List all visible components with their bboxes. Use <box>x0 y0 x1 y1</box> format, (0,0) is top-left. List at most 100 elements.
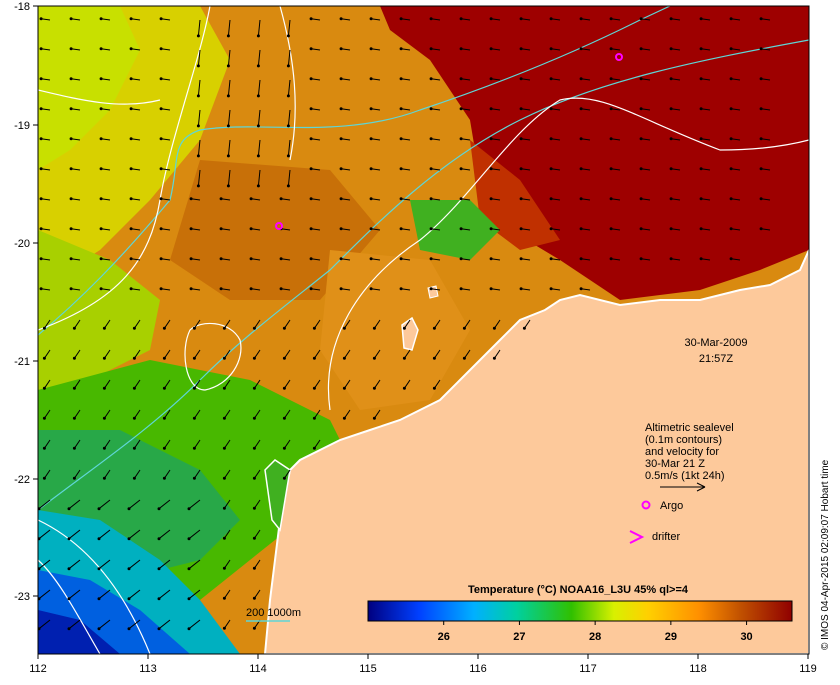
velocity-arrow <box>188 499 201 510</box>
velocity-arrow <box>343 319 351 329</box>
velocity-arrow-head <box>669 107 673 111</box>
velocity-arrow-head <box>699 107 703 111</box>
velocity-arrow-head <box>459 227 463 231</box>
velocity-arrow <box>133 349 141 359</box>
velocity-arrow-head <box>97 597 101 601</box>
velocity-arrow <box>163 349 171 359</box>
sealevel-contour-6 <box>38 559 101 654</box>
velocity-arrow-head <box>129 17 133 21</box>
sst-lightgreen-nw <box>38 6 140 170</box>
velocity-arrow <box>493 319 501 329</box>
velocity-arrow-head <box>99 17 103 21</box>
velocity-arrow <box>223 409 231 419</box>
lon-tick-label: 112 <box>29 663 47 675</box>
velocity-arrow-head <box>759 17 763 21</box>
velocity-arrow-head <box>309 137 313 141</box>
velocity-arrow-head <box>67 597 71 601</box>
velocity-arrow-head <box>286 154 290 158</box>
island-small <box>427 285 439 299</box>
velocity-arrow-head <box>39 257 43 261</box>
velocity-arrow-head <box>189 197 193 201</box>
velocity-arrow <box>253 589 261 599</box>
sst-yellowgreen-w <box>38 230 160 390</box>
velocity-arrow-head <box>159 257 163 261</box>
velocity-arrow-head <box>309 77 313 81</box>
velocity-arrow-head <box>226 64 230 68</box>
velocity-arrow-head <box>192 386 196 390</box>
velocity-arrow-head <box>256 124 260 128</box>
timestamp-date: 30-Mar-2009 <box>685 337 748 349</box>
velocity-arrow-head <box>489 17 493 21</box>
velocity-arrow-head <box>279 287 283 291</box>
velocity-arrow <box>283 409 291 419</box>
velocity-arrow <box>223 589 231 599</box>
velocity-arrow-head <box>69 257 73 261</box>
velocity-arrow <box>193 439 201 449</box>
velocity-arrow-head <box>162 326 166 330</box>
velocity-arrow <box>128 559 141 570</box>
velocity-arrow-head <box>489 77 493 81</box>
velocity-arrow-head <box>519 77 523 81</box>
velocity-arrow-head <box>669 197 673 201</box>
velocity-arrow <box>197 19 201 36</box>
velocity-arrow-head <box>42 356 46 360</box>
velocity-arrow <box>68 499 81 510</box>
velocity-arrow-head <box>579 287 583 291</box>
velocity-arrow-head <box>309 47 313 51</box>
velocity-arrow-head <box>639 77 643 81</box>
velocity-arrow-head <box>97 537 101 541</box>
velocity-arrow-head <box>699 137 703 141</box>
velocity-arrow-head <box>462 326 466 330</box>
velocity-arrow-head <box>97 567 101 571</box>
velocity-arrow-head <box>97 507 101 511</box>
velocity-arrow-head <box>669 167 673 171</box>
velocity-arrow-head <box>369 47 373 51</box>
velocity-arrow-head <box>38 627 41 631</box>
velocity-arrow <box>313 379 321 389</box>
velocity-arrow <box>68 559 81 570</box>
velocity-arrow-head <box>252 626 256 630</box>
sealevel-contour-2 <box>279 6 296 161</box>
velocity-arrow-head <box>639 47 643 51</box>
velocity-arrow <box>43 469 51 479</box>
velocity-arrow-head <box>192 356 196 360</box>
velocity-arrow-head <box>132 326 136 330</box>
velocity-arrow <box>98 619 111 630</box>
velocity-arrow-head <box>129 257 133 261</box>
colorbar-tick-label: 27 <box>513 631 525 643</box>
velocity-arrow-head <box>459 77 463 81</box>
velocity-arrow <box>253 379 261 389</box>
velocity-arrow-head <box>286 64 290 68</box>
velocity-arrow-head <box>67 507 71 511</box>
velocity-arrow-head <box>99 137 103 141</box>
colorbar-tick-label: 28 <box>589 631 601 643</box>
velocity-arrow-head <box>369 137 373 141</box>
legend-line: (0.1m contours) <box>645 434 722 446</box>
velocity-arrow-head <box>192 416 196 420</box>
velocity-arrow-head <box>429 47 433 51</box>
velocity-arrow-head <box>519 17 523 21</box>
velocity-arrow <box>193 319 201 329</box>
velocity-arrow <box>43 319 51 329</box>
velocity-arrow-head <box>369 17 373 21</box>
velocity-arrow-head <box>459 167 463 171</box>
velocity-arrow-head <box>249 287 253 291</box>
sealevel-contour-eddy <box>184 322 242 391</box>
velocity-arrow-head <box>549 257 553 261</box>
velocity-arrow-head <box>132 416 136 420</box>
velocity-arrow-head <box>309 257 313 261</box>
velocity-arrow-head <box>579 227 583 231</box>
velocity-arrow-head <box>129 287 133 291</box>
velocity-arrow <box>343 409 351 419</box>
velocity-arrow <box>188 619 201 630</box>
velocity-arrow-head <box>187 597 191 601</box>
velocity-arrow-head <box>39 77 43 81</box>
velocity-arrow-head <box>579 257 583 261</box>
velocity-arrow-head <box>129 47 133 51</box>
velocity-arrow-head <box>579 17 583 21</box>
velocity-arrow-head <box>286 124 290 128</box>
velocity-arrow-head <box>286 34 290 38</box>
velocity-arrow-head <box>252 356 256 360</box>
velocity-arrow-head <box>309 197 313 201</box>
velocity-arrow-head <box>162 356 166 360</box>
